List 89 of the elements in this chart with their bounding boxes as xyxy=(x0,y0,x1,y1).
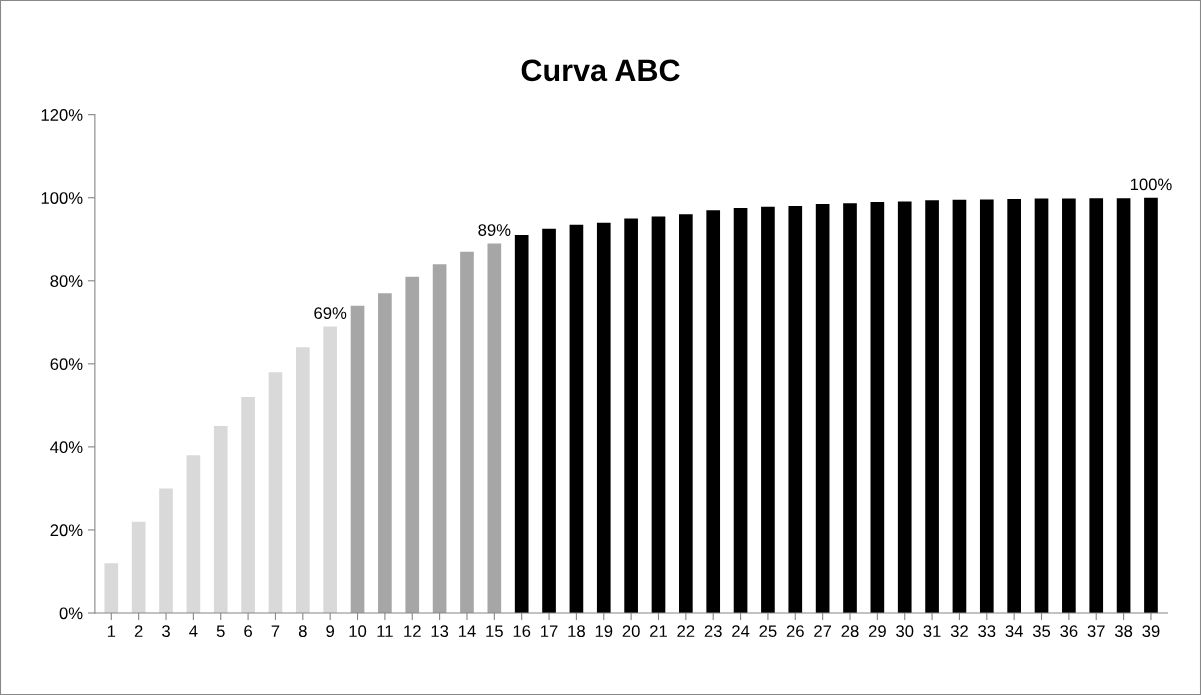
bar xyxy=(487,243,502,613)
bar xyxy=(706,210,721,613)
bar xyxy=(432,264,447,613)
x-tick-label: 7 xyxy=(271,625,280,637)
y-tick-label: 120% xyxy=(41,109,83,121)
bar xyxy=(761,206,775,613)
bar xyxy=(323,326,338,613)
bar xyxy=(952,199,967,613)
bar xyxy=(843,203,857,613)
bar xyxy=(1116,198,1131,613)
x-tick-label: 23 xyxy=(704,625,722,638)
x-tick-label: 36 xyxy=(1060,625,1078,638)
x-tick-label: 29 xyxy=(868,625,886,638)
bar xyxy=(788,206,803,613)
x-tick-label: 32 xyxy=(950,625,968,638)
bar xyxy=(378,293,392,613)
x-tick-label: 18 xyxy=(568,625,585,638)
x-tick-label: 3 xyxy=(162,625,170,638)
bar xyxy=(925,200,939,613)
x-tick-label: 4 xyxy=(189,625,198,637)
x-tick-label: 26 xyxy=(786,625,804,638)
bar xyxy=(870,201,885,613)
bar xyxy=(624,218,638,613)
bar xyxy=(514,235,529,613)
x-tick-label: 9 xyxy=(326,625,335,638)
y-tick-label: 60% xyxy=(50,358,83,371)
y-tick-label: 40% xyxy=(50,441,83,454)
x-tick-label: 15 xyxy=(486,625,503,638)
data-label: 100% xyxy=(1130,178,1172,191)
x-tick-label: 35 xyxy=(1032,625,1051,638)
bar xyxy=(186,455,201,613)
bar xyxy=(679,214,693,613)
bar xyxy=(159,488,173,613)
x-tick-label: 16 xyxy=(513,625,531,638)
x-tick-label: 39 xyxy=(1142,625,1160,638)
bar xyxy=(460,251,474,613)
x-tick-label: 11 xyxy=(377,625,393,637)
bar xyxy=(979,199,994,613)
bar xyxy=(295,347,310,613)
bar xyxy=(651,216,666,613)
x-tick-label: 31 xyxy=(923,625,941,638)
x-tick-label: 33 xyxy=(978,625,996,638)
y-tick-label: 80% xyxy=(50,275,83,287)
data-label: 89% xyxy=(478,224,511,236)
bar xyxy=(733,208,748,613)
x-tick-label: 24 xyxy=(732,625,750,637)
bar xyxy=(241,397,255,613)
x-tick-label: 27 xyxy=(814,625,832,637)
data-label: 69% xyxy=(314,307,347,319)
bar xyxy=(1144,197,1158,613)
x-tick-label: 2 xyxy=(134,625,143,637)
x-tick-label: 34 xyxy=(1005,625,1023,638)
bar xyxy=(815,203,830,613)
bar xyxy=(569,224,584,613)
y-tick-label: 100% xyxy=(41,192,83,204)
x-tick-label: 38 xyxy=(1114,625,1133,638)
x-tick-label: 6 xyxy=(244,625,252,638)
x-tick-label: 17 xyxy=(541,625,558,637)
y-tick-label: 0% xyxy=(59,607,83,620)
bar xyxy=(350,305,365,613)
x-tick-label: 5 xyxy=(216,625,225,638)
x-tick-label: 30 xyxy=(896,625,914,638)
bar xyxy=(1062,198,1076,613)
bar xyxy=(897,201,912,613)
bar xyxy=(596,222,611,613)
x-tick-label: 12 xyxy=(404,625,421,637)
x-tick-label: 10 xyxy=(349,625,367,638)
x-tick-label: 1 xyxy=(107,625,116,637)
x-tick-label: 19 xyxy=(595,625,613,638)
bar xyxy=(1034,198,1049,613)
x-tick-label: 28 xyxy=(841,625,859,638)
x-tick-label: 25 xyxy=(759,625,777,638)
bar xyxy=(104,563,119,613)
bar xyxy=(1007,198,1021,613)
x-tick-label: 21 xyxy=(650,625,667,637)
bar xyxy=(405,276,420,613)
x-tick-label: 20 xyxy=(622,625,640,638)
bar xyxy=(131,521,146,613)
x-tick-label: 37 xyxy=(1087,625,1105,638)
bar xyxy=(1089,198,1104,613)
chart-title: Curva ABC xyxy=(521,59,680,82)
bar xyxy=(542,228,556,613)
bar xyxy=(268,372,283,613)
x-tick-label: 14 xyxy=(458,625,476,637)
x-tick-label: 8 xyxy=(298,625,307,638)
x-tick-label: 13 xyxy=(431,625,449,638)
x-tick-label: 22 xyxy=(677,625,695,637)
y-tick-label: 20% xyxy=(50,524,83,537)
bar xyxy=(213,426,228,613)
